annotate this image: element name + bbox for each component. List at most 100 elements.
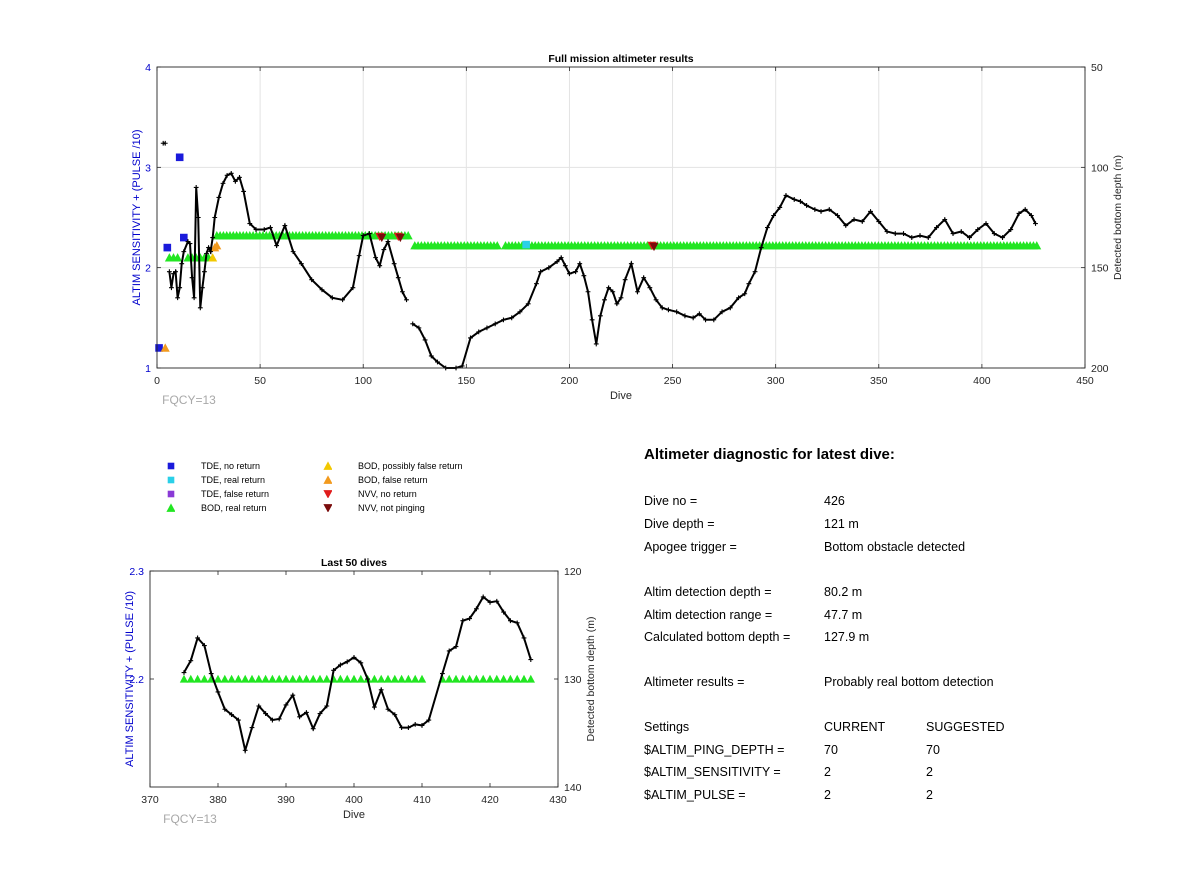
depth-point <box>991 231 997 236</box>
legend-marker-icon <box>167 490 175 498</box>
depth-point <box>727 305 733 311</box>
legend-label: TDE, real return <box>201 475 266 485</box>
x-tick-label: 400 <box>973 375 991 387</box>
marker-point <box>404 674 413 683</box>
legend-label: BOD, real return <box>201 503 267 513</box>
marker-point <box>315 674 325 683</box>
marker-point <box>179 674 189 683</box>
depth-point <box>480 594 486 600</box>
x-tick-label: 250 <box>664 375 682 387</box>
depth-point <box>758 245 764 250</box>
depth-point <box>228 170 234 176</box>
depth-point <box>331 667 336 673</box>
last-50-dives-chart: 370 380 390 400 410 420 430 2.2 2.3 120 130 140 Last… <box>124 557 597 826</box>
depth-point <box>614 301 620 307</box>
marker-point <box>377 674 386 683</box>
depth-point <box>317 711 323 716</box>
depth-point <box>635 289 640 295</box>
marker-point <box>649 242 659 252</box>
marker-point <box>492 241 502 250</box>
setting-name: $ALTIM_PULSE = <box>644 788 746 802</box>
depth-point <box>934 225 939 230</box>
marker-point <box>451 674 461 683</box>
marker-point <box>175 153 184 162</box>
legend-label: TDE, false return <box>201 489 270 499</box>
legend-marker-icon <box>167 462 175 470</box>
marker-point <box>411 674 420 683</box>
marker-point <box>302 674 311 683</box>
fqcy-note: FQCY=13 <box>163 812 217 826</box>
depth-point <box>222 706 228 712</box>
depth-point <box>237 174 242 180</box>
depth-point <box>835 213 840 218</box>
depth-point <box>283 702 289 708</box>
x-tick-label: 420 <box>481 794 499 806</box>
depth-point <box>765 225 770 230</box>
marker-point <box>193 674 202 683</box>
depth-point <box>983 221 989 226</box>
depth-point <box>400 289 405 295</box>
depth-point <box>193 185 199 190</box>
marker-point <box>397 674 406 683</box>
marker-point <box>390 674 399 683</box>
depth-point <box>783 193 789 198</box>
settings-header-label: Settings <box>644 720 690 734</box>
depth-point <box>435 359 440 365</box>
marker-point <box>213 674 223 683</box>
marker-point <box>356 674 365 683</box>
depth-point <box>338 662 343 668</box>
depth-point <box>696 311 702 317</box>
chart-title: Full mission altimeter results <box>548 53 693 65</box>
depth-point <box>412 721 418 727</box>
depth-point <box>1008 227 1014 232</box>
y-axis-label: ALTIM SENSITIVITY + (PULSE /10) <box>131 130 143 306</box>
depth-point <box>173 269 178 275</box>
depth-point <box>494 598 500 604</box>
x-tick-label: 50 <box>254 375 266 387</box>
marker-point <box>377 233 387 243</box>
marker-point <box>499 674 508 683</box>
depth-point <box>220 180 226 186</box>
marker-point <box>472 674 481 683</box>
depth-point <box>426 717 432 723</box>
depth-point <box>577 261 583 267</box>
depth-point <box>468 335 473 341</box>
legend-marker-icon <box>323 461 332 470</box>
marker-point <box>322 674 331 683</box>
marker-point <box>465 674 474 683</box>
depth-point <box>876 219 882 224</box>
marker-point <box>403 231 413 240</box>
depth-point <box>297 714 302 720</box>
x-tick-label: 150 <box>458 375 476 387</box>
depth-point <box>446 648 452 654</box>
depth-point <box>1000 235 1005 240</box>
y2-tick-label: 140 <box>564 782 582 794</box>
depth-point <box>467 616 472 621</box>
depth-point <box>187 241 193 246</box>
depth-point <box>771 213 777 218</box>
marker-point <box>370 674 379 683</box>
depth-point <box>195 635 200 641</box>
series <box>164 231 1042 262</box>
depth-point <box>378 687 384 693</box>
series <box>377 233 659 252</box>
depth-point <box>562 263 568 269</box>
depth-point <box>381 247 387 253</box>
depth-point <box>742 291 748 297</box>
depth-point <box>602 297 607 303</box>
marker-point <box>268 674 277 683</box>
depth-point <box>606 285 612 291</box>
depth-point <box>188 658 194 664</box>
depth-point <box>567 271 572 277</box>
marker-point <box>349 674 359 683</box>
setting-name: $ALTIM_SENSITIVITY = <box>644 765 781 779</box>
series <box>160 140 1038 371</box>
legend-label: NVV, not pinging <box>358 503 425 513</box>
depth-point <box>476 329 482 335</box>
depth-point <box>202 269 207 275</box>
depth-point <box>215 689 221 695</box>
marker-point <box>254 674 263 683</box>
plot-frame <box>156 66 1086 369</box>
marker-point <box>155 344 163 352</box>
